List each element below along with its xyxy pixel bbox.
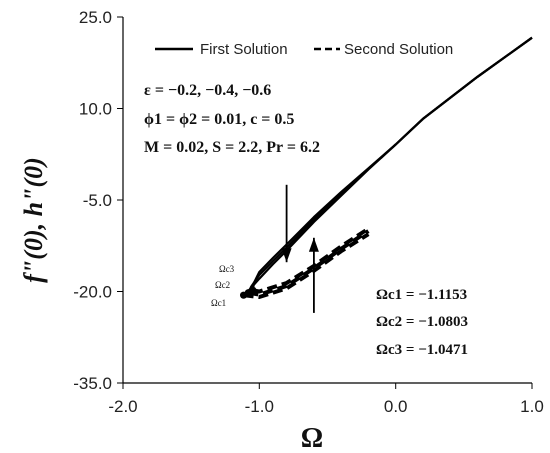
second-solution-line-3 — [243, 232, 370, 299]
x-tick-label: -1.0 — [245, 397, 274, 416]
curve-tag-c3: Ωc3 — [219, 264, 235, 274]
param-epsilon: ε = −0.2, −0.4, −0.6 — [144, 82, 271, 99]
y-tick-label: -35.0 — [73, 374, 112, 393]
y-tick-marks — [117, 16, 123, 384]
critical-value-3: Ωc3 = −1.0471 — [376, 342, 468, 358]
x-tick-marks — [122, 383, 533, 389]
y-tick-label: -20.0 — [73, 283, 112, 302]
y-tick-label: -5.0 — [83, 191, 112, 210]
y-tick-label: 10.0 — [79, 100, 112, 119]
legend: First Solution Second Solution — [155, 41, 453, 58]
param-phi: ϕ1 = ϕ2 = 0.01, c = 0.5 — [144, 111, 294, 128]
series-layer — [242, 36, 533, 299]
critical-point-3 — [249, 286, 257, 294]
x-tick-label: 1.0 — [520, 397, 544, 416]
x-tick-label: 0.0 — [384, 397, 408, 416]
y-axis-label: f"(0), h"(0) — [19, 157, 48, 283]
param-m-s-pr: M = 0.02, S = 2.2, Pr = 6.2 — [144, 139, 320, 156]
x-tick-label: -2.0 — [108, 397, 137, 416]
y-tick-label: 25.0 — [79, 8, 112, 27]
curve-tag-c1: Ωc1 — [211, 298, 226, 308]
arrow-down — [281, 184, 292, 263]
second-solution-line-4 — [248, 229, 370, 297]
arrow-up — [308, 237, 319, 313]
first-solution-line-1 — [247, 36, 533, 294]
critical-value-1: Ωc1 = −1.1153 — [376, 287, 467, 303]
marks-layer — [240, 184, 319, 313]
second-solution-line-5 — [252, 227, 370, 294]
critical-value-2: Ωc2 = −1.0803 — [376, 314, 468, 330]
legend-label-second: Second Solution — [344, 41, 453, 58]
legend-label-first: First Solution — [200, 41, 288, 58]
curve-tag-c2: Ωc2 — [215, 280, 230, 290]
first-solution-line-2 — [251, 36, 533, 291]
x-axis-label: Ω — [301, 423, 323, 453]
